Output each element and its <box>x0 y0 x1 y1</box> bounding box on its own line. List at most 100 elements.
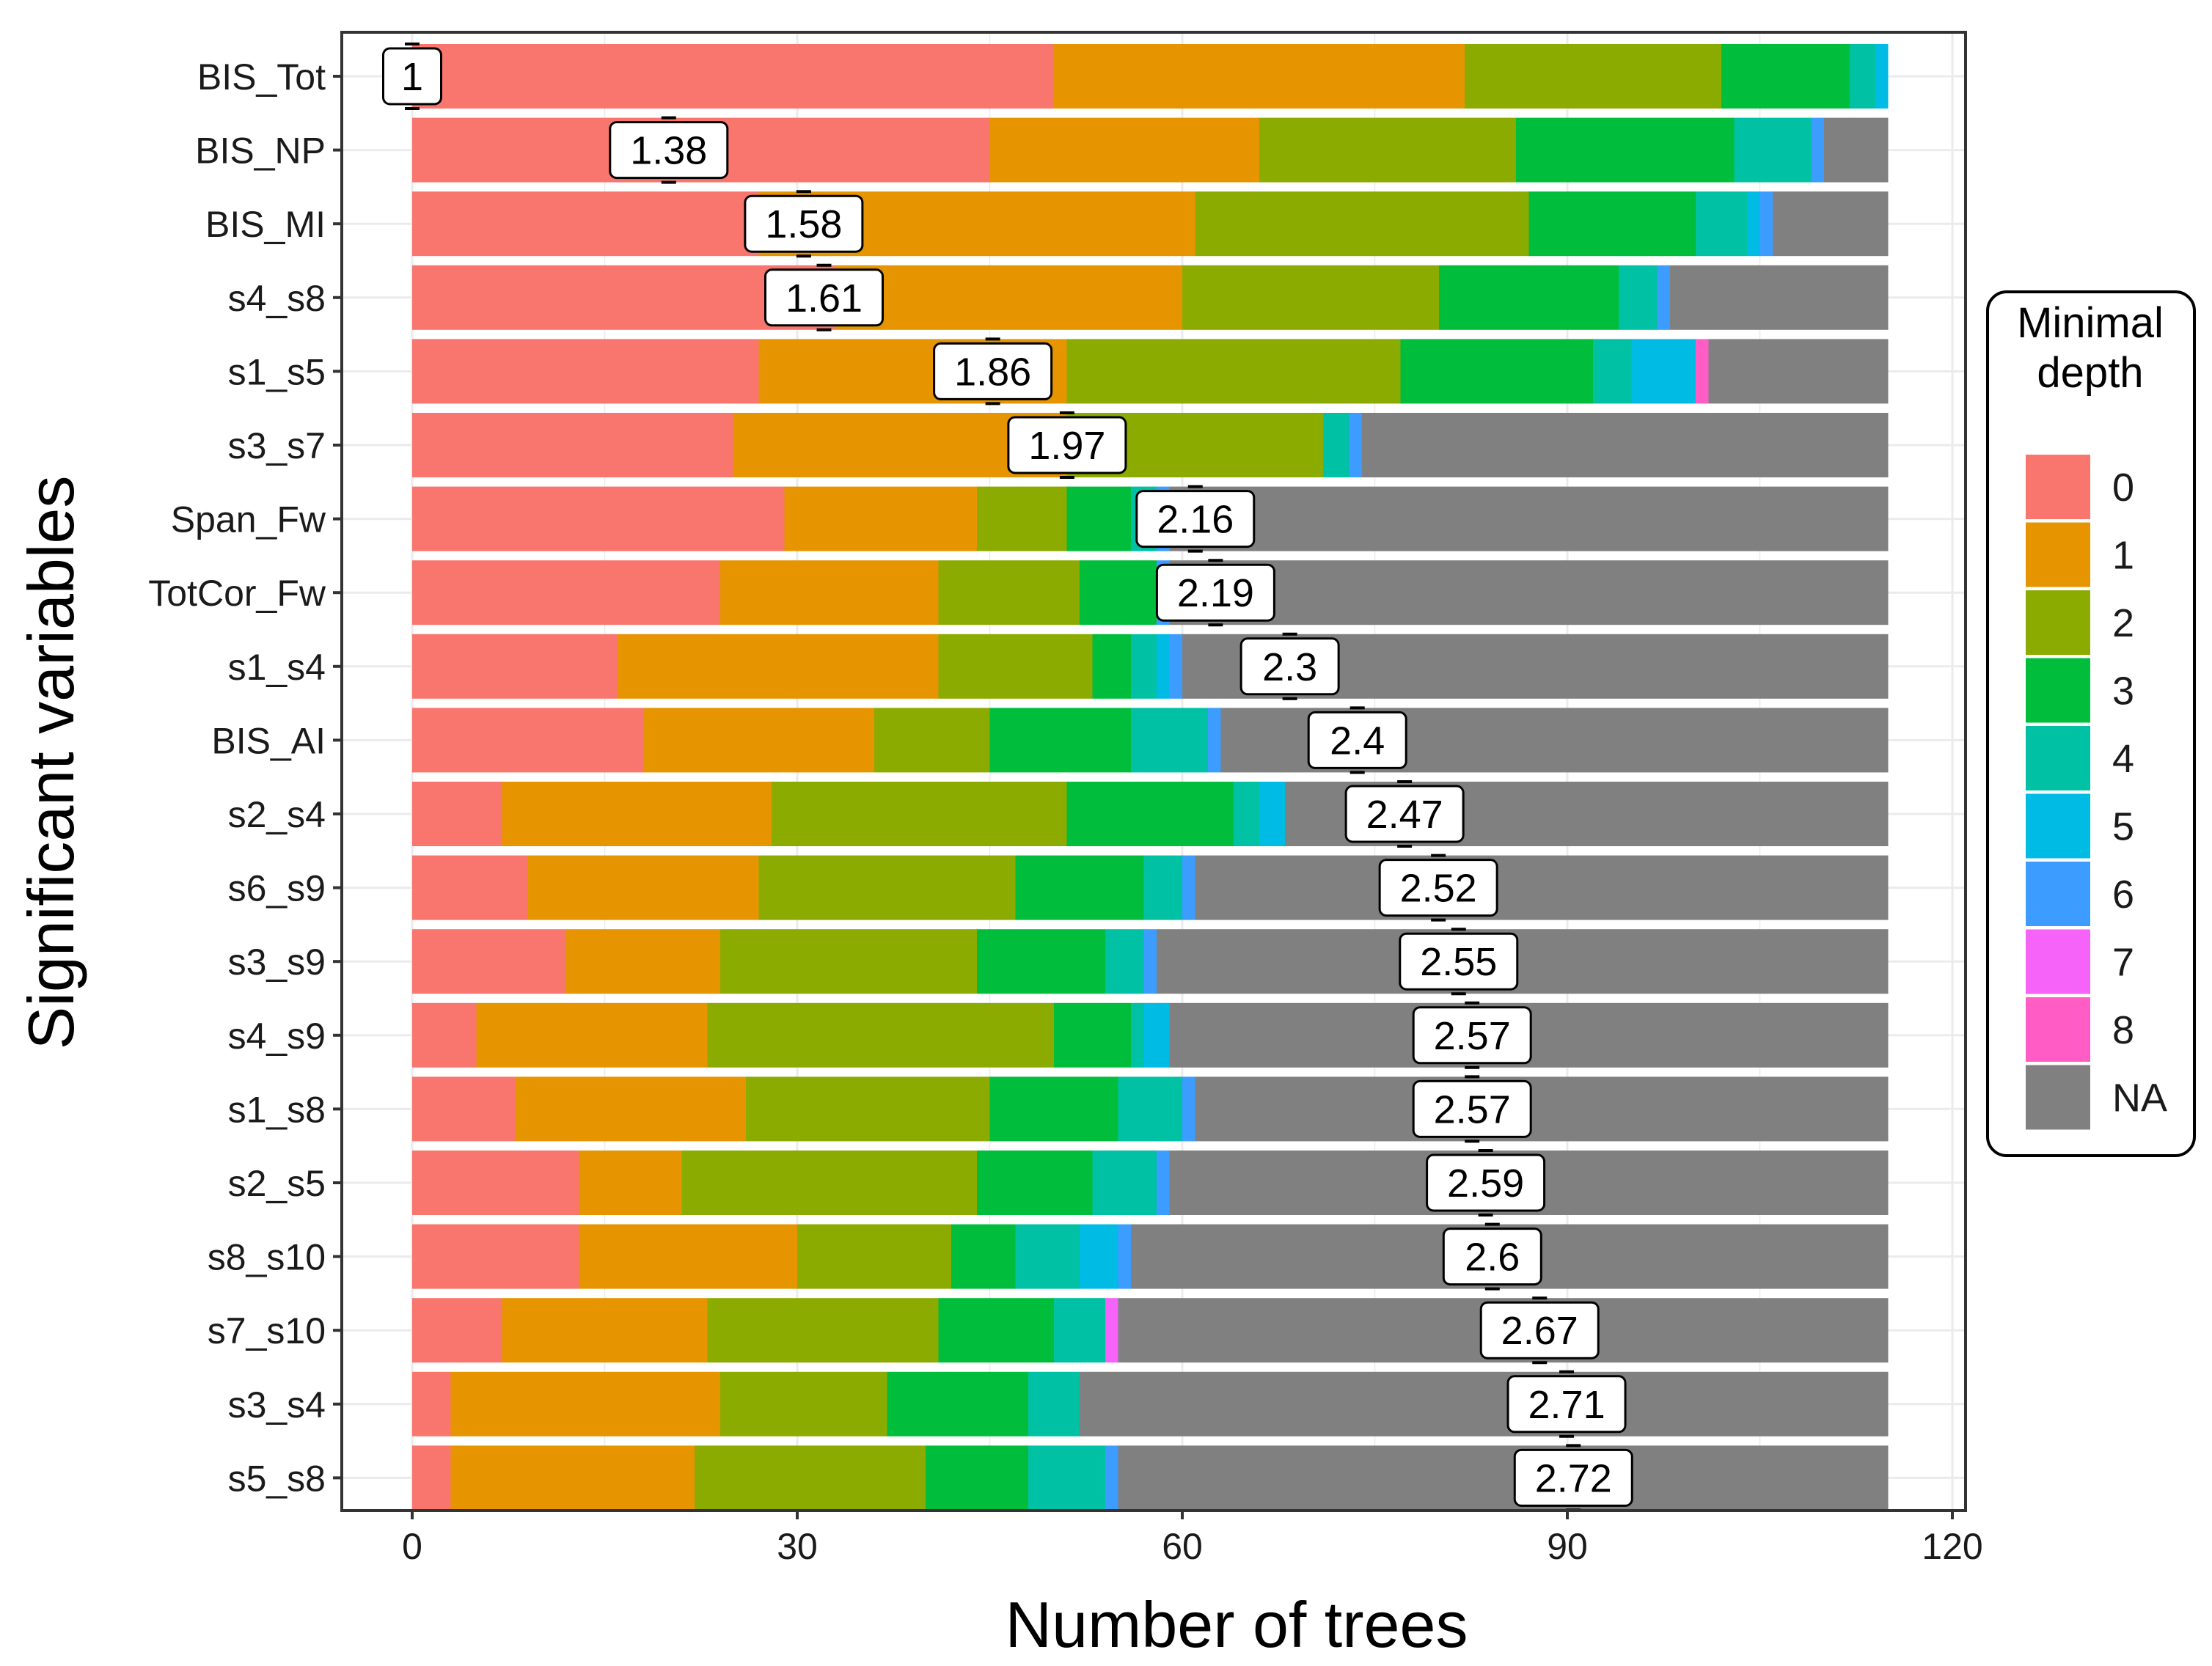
bar-segment-s1_s8-depth-3 <box>989 1076 1118 1142</box>
y-tick-label-s3_s9: s3_s9 <box>228 942 326 983</box>
y-tick-label-s2_s4: s2_s4 <box>228 794 326 835</box>
legend-swatch-1 <box>2026 522 2090 587</box>
mean-depth-label-s4_s8: 1.61 <box>764 263 885 331</box>
legend-label-0: 0 <box>2112 466 2134 510</box>
bar-segment-s3_s9-depth-4 <box>1105 929 1144 994</box>
bar-segment-s7_s10-depth-7 <box>1105 1298 1118 1363</box>
mean-depth-box-s1_s8 <box>1412 1079 1532 1138</box>
bar-segment-s2_s5-depth-2 <box>681 1151 977 1215</box>
bar-segment-BIS_AI-depth-3 <box>989 708 1131 773</box>
legend-label-1: 1 <box>2112 534 2134 578</box>
mean-depth-value-s3_s7: 1.97 <box>1028 424 1105 468</box>
mean-depth-label-s1_s8: 2.57 <box>1412 1075 1532 1143</box>
bar-segment-s8_s10-depth-1 <box>579 1224 797 1289</box>
legend-label-5: 5 <box>2112 805 2134 849</box>
bar-segment-s4_s8-depth-6 <box>1657 265 1670 330</box>
mean-depth-label-s7_s10: 2.67 <box>1479 1296 1600 1365</box>
mean-depth-box-s3_s7 <box>1007 416 1127 474</box>
y-tick-label-Span_Fw: Span_Fw <box>171 499 326 540</box>
mean-depth-label-s3_s7: 1.97 <box>1007 411 1127 479</box>
mean-depth-value-TotCor_Fw: 2.19 <box>1177 571 1254 615</box>
mean-depth-label-BIS_MI: 1.58 <box>744 190 864 258</box>
bar-segment-s1_s8-depth-0 <box>412 1076 515 1142</box>
bar-segment-s2_s4-depth-0 <box>412 782 502 846</box>
bar-segment-s6_s9-depth-2 <box>758 855 1016 920</box>
legend-item-2: 2 <box>2026 590 2134 655</box>
bar-segment-s7_s10-depth-2 <box>707 1298 939 1363</box>
mean-depth-label-BIS_AI: 2.4 <box>1307 706 1407 774</box>
x-tick-label-120: 120 <box>1922 1526 1982 1567</box>
mean-depth-value-BIS_AI: 2.4 <box>1330 719 1385 763</box>
mean-depth-label-s8_s10: 2.6 <box>1442 1222 1542 1291</box>
legend-frame <box>1986 290 2196 1157</box>
bar-segment-s1_s8-depth-6 <box>1182 1076 1195 1142</box>
legend-swatch-0 <box>2026 455 2090 519</box>
y-tick-label-s5_s8: s5_s8 <box>228 1458 326 1499</box>
bar-segment-Span_Fw-depth-0 <box>412 486 785 551</box>
legend-item-8: 8 <box>2026 997 2134 1062</box>
bar-segment-s5_s8-depth-6 <box>1105 1445 1118 1511</box>
bar-segment-s6_s9-depth-4 <box>1143 855 1182 920</box>
mean-depth-box-s3_s9 <box>1399 932 1519 991</box>
bar-segment-s2_s4-depth-4 <box>1234 782 1259 846</box>
bar-segment-s2_s5-depth-4 <box>1092 1151 1157 1215</box>
bar-segment-s1_s4-depth-2 <box>938 634 1093 699</box>
mean-depth-label-BIS_NP: 1.38 <box>609 116 729 184</box>
bar-segment-s6_s9-depth-1 <box>527 855 759 920</box>
bar-segment-s3_s9-depth-2 <box>720 929 977 994</box>
mean-depth-value-s6_s9: 2.52 <box>1400 867 1477 911</box>
bar-segment-s4_s8-depth-4 <box>1619 265 1658 330</box>
bar-segment-BIS_Tot-depth-0 <box>412 44 1054 109</box>
bar-segment-s3_s4-depth-0 <box>412 1371 451 1436</box>
bar-segment-s8_s10-depth-5 <box>1080 1224 1118 1289</box>
y-axis-title: Significant variables <box>15 476 87 1050</box>
bar-segment-BIS_AI-depth-2 <box>874 708 990 773</box>
bar-segment-BIS_Tot-depth-5 <box>1875 44 1889 109</box>
legend-item-6: 6 <box>2026 862 2134 926</box>
mean-depth-box-s1_s4 <box>1239 637 1340 696</box>
mean-depth-box-s5_s8 <box>1513 1448 1633 1507</box>
bar-segment-s4_s9-depth-3 <box>1054 1002 1131 1068</box>
mean-depth-box-s3_s4 <box>1506 1375 1627 1434</box>
bar-segment-s1_s5-depth-3 <box>1400 339 1593 404</box>
x-tick-label-60: 60 <box>1162 1526 1203 1567</box>
legend-title: Minimal depth <box>2017 299 2164 397</box>
bar-segment-s5_s8-depth-2 <box>695 1445 926 1511</box>
bar-segment-BIS_MI-depth-5 <box>1747 191 1760 257</box>
y-tick-label-s1_s8: s1_s8 <box>228 1089 326 1130</box>
bar-segment-s3_s9-depth-0 <box>412 929 566 994</box>
legend-label-3: 3 <box>2112 669 2134 713</box>
mean-depth-label-s3_s9: 2.55 <box>1399 928 1519 996</box>
bar-segment-s4_s8-depth-NA <box>1670 265 1889 330</box>
legend-label-7: 7 <box>2112 941 2134 985</box>
bar-segment-BIS_Tot-depth-2 <box>1465 44 1721 109</box>
bar-segment-s2_s5-depth-0 <box>412 1151 579 1215</box>
panel-border <box>340 31 1967 1512</box>
bar-segment-BIS_AI-depth-6 <box>1208 708 1221 773</box>
legend-label-4: 4 <box>2112 737 2134 781</box>
bar-segment-s1_s5-depth-0 <box>412 339 759 404</box>
legend-label-2: 2 <box>2112 601 2134 645</box>
mean-depth-box-s4_s9 <box>1412 1006 1532 1065</box>
mean-depth-value-BIS_MI: 1.58 <box>765 202 842 246</box>
y-tick-label-s7_s10: s7_s10 <box>208 1310 326 1351</box>
bar-segment-BIS_NP-depth-1 <box>989 117 1259 183</box>
bar-segment-s3_s7-depth-NA <box>1362 413 1889 477</box>
y-tick-label-BIS_Tot: BIS_Tot <box>197 56 326 98</box>
legend-item-0: 0 <box>2026 455 2134 519</box>
legend-title-line: depth <box>2037 349 2143 397</box>
legend-item-7: 7 <box>2026 929 2134 994</box>
bar-segment-BIS_Tot-depth-3 <box>1721 44 1850 109</box>
bar-segment-s2_s4-depth-1 <box>502 782 772 846</box>
bar-segment-s1_s8-depth-2 <box>746 1076 990 1142</box>
bar-segment-s6_s9-depth-3 <box>1015 855 1144 920</box>
bar-segment-BIS_NP-depth-2 <box>1259 117 1516 183</box>
mean-depth-value-BIS_NP: 1.38 <box>630 129 707 173</box>
mean-depth-value-s7_s10: 2.67 <box>1501 1309 1578 1353</box>
bar-segment-s2_s5-depth-3 <box>977 1151 1093 1215</box>
y-tick-label-TotCor_Fw: TotCor_Fw <box>148 573 326 614</box>
bar-segment-s7_s10-depth-1 <box>502 1298 708 1363</box>
mean-depth-box-s7_s10 <box>1479 1301 1600 1359</box>
bar-segment-s1_s5-depth-5 <box>1631 339 1696 404</box>
